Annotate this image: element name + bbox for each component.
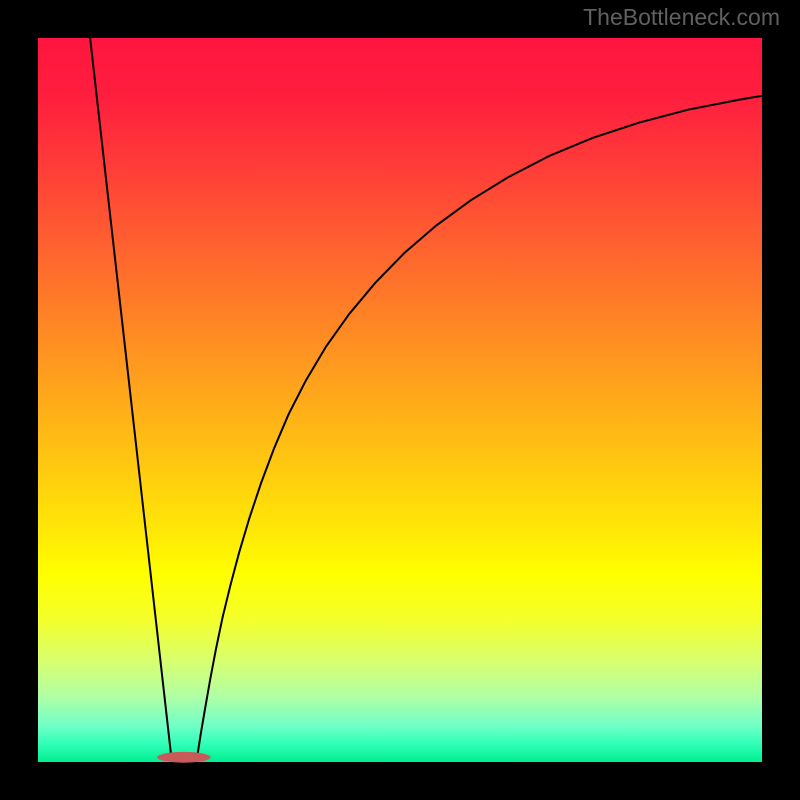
bottleneck-chart bbox=[0, 0, 800, 800]
chart-container: TheBottleneck.com bbox=[0, 0, 800, 800]
watermark-text: TheBottleneck.com bbox=[583, 4, 780, 31]
